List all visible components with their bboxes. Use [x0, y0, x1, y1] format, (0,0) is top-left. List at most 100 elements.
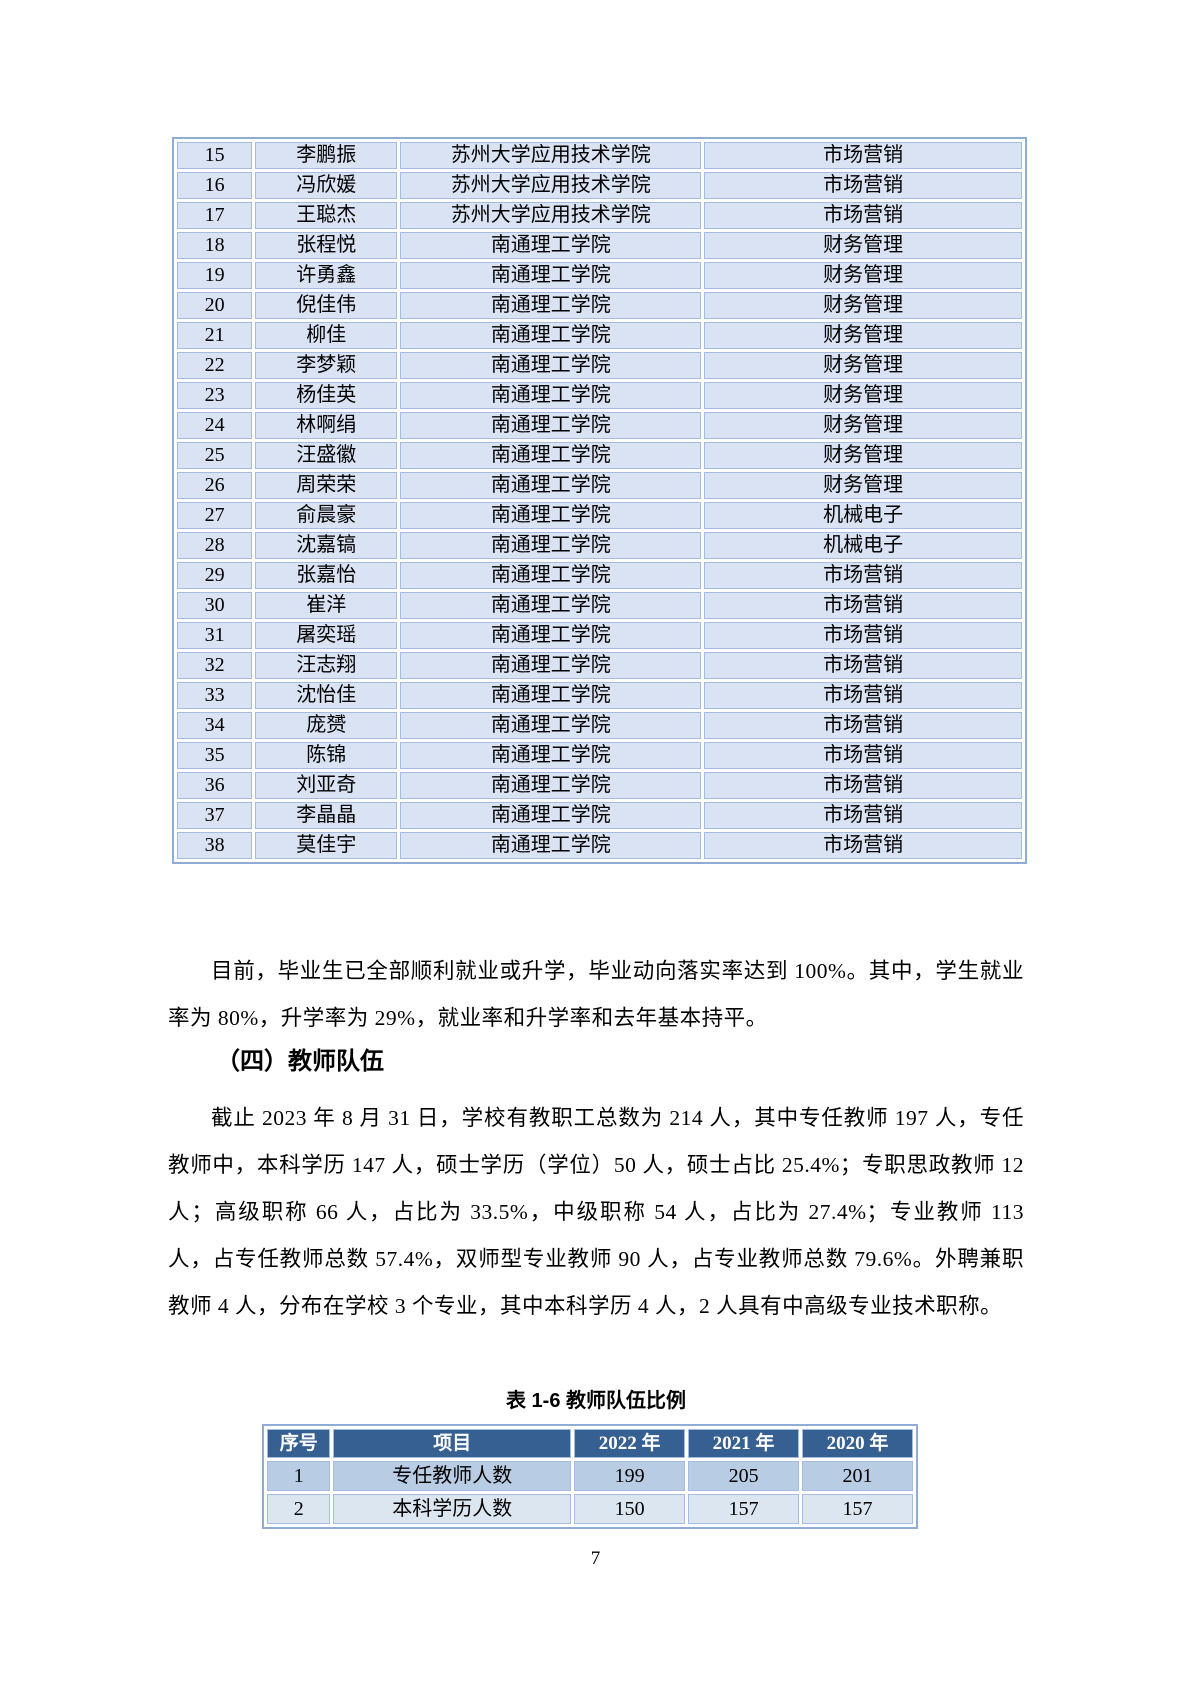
graduate-cell-no: 34 [177, 712, 253, 739]
graduate-cell-major: 财务管理 [704, 322, 1022, 349]
graduate-cell-no: 18 [177, 232, 253, 259]
graduate-cell-major: 市场营销 [704, 172, 1022, 199]
graduate-cell-no: 22 [177, 352, 253, 379]
graduate-row: 30 崔洋 南通理工学院 市场营销 [177, 592, 1022, 619]
graduate-cell-school: 南通理工学院 [400, 622, 702, 649]
graduate-row: 31 屠奕瑶 南通理工学院 市场营销 [177, 622, 1022, 649]
graduate-cell-no: 32 [177, 652, 253, 679]
teachers-header-cell-1: 项目 [333, 1429, 572, 1458]
graduate-cell-school: 南通理工学院 [400, 502, 702, 529]
graduate-cell-name: 沈嘉镐 [255, 532, 398, 559]
graduate-cell-major: 市场营销 [704, 712, 1022, 739]
graduate-cell-major: 财务管理 [704, 352, 1022, 379]
graduate-cell-school: 苏州大学应用技术学院 [400, 202, 702, 229]
section-heading-teachers: （四）教师队伍 [216, 1048, 384, 1075]
graduate-row: 16 冯欣媛 苏州大学应用技术学院 市场营销 [177, 172, 1022, 199]
graduate-cell-name: 屠奕瑶 [255, 622, 398, 649]
graduate-row: 32 汪志翔 南通理工学院 市场营销 [177, 652, 1022, 679]
graduate-row: 35 陈锦 南通理工学院 市场营销 [177, 742, 1022, 769]
graduate-cell-name: 李鹏振 [255, 142, 398, 169]
graduate-cell-major: 财务管理 [704, 382, 1022, 409]
graduate-cell-no: 16 [177, 172, 253, 199]
graduate-row: 36 刘亚奇 南通理工学院 市场营销 [177, 772, 1022, 799]
graduate-cell-no: 24 [177, 412, 253, 439]
graduate-cell-school: 南通理工学院 [400, 562, 702, 589]
graduate-row: 15 李鹏振 苏州大学应用技术学院 市场营销 [177, 142, 1022, 169]
graduate-cell-school: 南通理工学院 [400, 742, 702, 769]
graduate-cell-name: 刘亚奇 [255, 772, 398, 799]
teachers-table: 序号 项目 2022 年 2021 年 2020 年 1 专任教师人数 199 205 201 2… [262, 1424, 918, 1529]
graduate-cell-name: 冯欣媛 [255, 172, 398, 199]
graduate-cell-no: 31 [177, 622, 253, 649]
graduate-cell-name: 汪盛徽 [255, 442, 398, 469]
graduates-table-body: 15 李鹏振 苏州大学应用技术学院 市场营销 16 冯欣媛 苏州大学应用技术学院 市场营销 17… [177, 142, 1022, 859]
graduate-cell-school: 南通理工学院 [400, 442, 702, 469]
teachers-cell-3: 205 [688, 1461, 800, 1491]
graduate-row: 26 周荣荣 南通理工学院 财务管理 [177, 472, 1022, 499]
graduate-cell-name: 许勇鑫 [255, 262, 398, 289]
graduate-row: 20 倪佳伟 南通理工学院 财务管理 [177, 292, 1022, 319]
graduate-cell-major: 财务管理 [704, 472, 1022, 499]
graduate-cell-school: 苏州大学应用技术学院 [400, 142, 702, 169]
graduate-cell-no: 28 [177, 532, 253, 559]
graduate-row: 19 许勇鑫 南通理工学院 财务管理 [177, 262, 1022, 289]
graduate-row: 21 柳佳 南通理工学院 财务管理 [177, 322, 1022, 349]
graduate-row: 27 俞晨豪 南通理工学院 机械电子 [177, 502, 1022, 529]
graduate-cell-school: 南通理工学院 [400, 292, 702, 319]
graduate-cell-school: 南通理工学院 [400, 592, 702, 619]
graduate-cell-school: 南通理工学院 [400, 772, 702, 799]
graduate-cell-school: 南通理工学院 [400, 712, 702, 739]
graduate-cell-school: 南通理工学院 [400, 382, 702, 409]
graduate-cell-no: 15 [177, 142, 253, 169]
graduate-cell-no: 37 [177, 802, 253, 829]
teachers-cell-1: 专任教师人数 [333, 1461, 572, 1491]
graduate-row: 17 王聪杰 苏州大学应用技术学院 市场营销 [177, 202, 1022, 229]
graduate-cell-major: 机械电子 [704, 532, 1022, 559]
graduate-cell-no: 33 [177, 682, 253, 709]
graduate-row: 28 沈嘉镐 南通理工学院 机械电子 [177, 532, 1022, 559]
teachers-table-body: 1 专任教师人数 199 205 201 2 本科学历人数 150 157 157 [267, 1461, 913, 1524]
teachers-cell-2: 150 [574, 1494, 686, 1524]
graduate-cell-name: 周荣荣 [255, 472, 398, 499]
graduate-row: 25 汪盛徽 南通理工学院 财务管理 [177, 442, 1022, 469]
graduate-cell-name: 杨佳英 [255, 382, 398, 409]
teachers-header-cell-3: 2021 年 [688, 1429, 800, 1458]
teachers-cell-1: 本科学历人数 [333, 1494, 572, 1524]
graduate-cell-name: 崔洋 [255, 592, 398, 619]
graduate-cell-major: 财务管理 [704, 442, 1022, 469]
graduate-cell-major: 机械电子 [704, 502, 1022, 529]
graduate-cell-major: 市场营销 [704, 802, 1022, 829]
graduate-row: 34 庞赟 南通理工学院 市场营销 [177, 712, 1022, 739]
teachers-header-cell-2: 2022 年 [574, 1429, 686, 1458]
employment-paragraph: 目前，毕业生已全部顺利就业或升学，毕业动向落实率达到 100%。其中，学生就业率… [168, 959, 1024, 1030]
graduate-row: 38 莫佳宇 南通理工学院 市场营销 [177, 832, 1022, 859]
graduate-cell-no: 25 [177, 442, 253, 469]
graduate-cell-name: 汪志翔 [255, 652, 398, 679]
teachers-row: 2 本科学历人数 150 157 157 [267, 1494, 913, 1524]
graduate-cell-no: 26 [177, 472, 253, 499]
graduate-cell-no: 21 [177, 322, 253, 349]
graduate-cell-major: 市场营销 [704, 832, 1022, 859]
graduate-cell-major: 市场营销 [704, 652, 1022, 679]
graduate-cell-name: 张程悦 [255, 232, 398, 259]
graduate-cell-name: 陈锦 [255, 742, 398, 769]
teachers-header-cell-4: 2020 年 [802, 1429, 913, 1458]
graduate-cell-name: 林啊绢 [255, 412, 398, 439]
graduate-cell-major: 财务管理 [704, 262, 1022, 289]
graduate-row: 33 沈怡佳 南通理工学院 市场营销 [177, 682, 1022, 709]
graduate-cell-name: 俞晨豪 [255, 502, 398, 529]
graduate-cell-name: 李梦颖 [255, 352, 398, 379]
graduate-row: 37 李晶晶 南通理工学院 市场营销 [177, 802, 1022, 829]
graduate-row: 22 李梦颖 南通理工学院 财务管理 [177, 352, 1022, 379]
graduate-row: 24 林啊绢 南通理工学院 财务管理 [177, 412, 1022, 439]
graduate-cell-school: 南通理工学院 [400, 832, 702, 859]
graduate-cell-name: 庞赟 [255, 712, 398, 739]
graduate-cell-no: 19 [177, 262, 253, 289]
graduate-cell-name: 李晶晶 [255, 802, 398, 829]
teachers-header-cell-0: 序号 [267, 1429, 331, 1458]
graduate-cell-major: 财务管理 [704, 232, 1022, 259]
teachers-cell-0: 1 [267, 1461, 331, 1491]
graduate-cell-major: 市场营销 [704, 202, 1022, 229]
graduate-cell-no: 29 [177, 562, 253, 589]
graduate-cell-name: 倪佳伟 [255, 292, 398, 319]
